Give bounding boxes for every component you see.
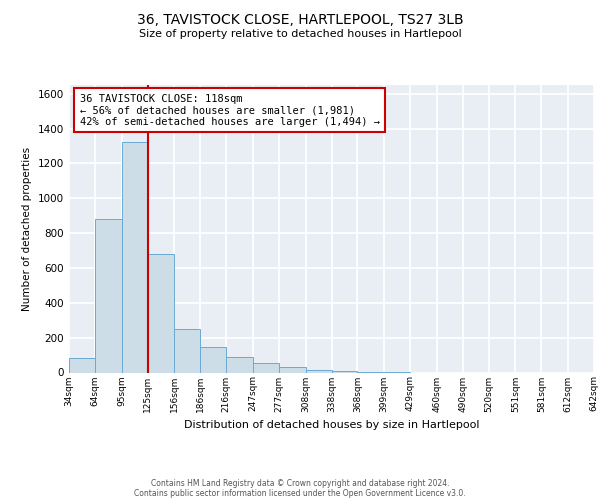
- Bar: [331, 371, 358, 372]
- Text: 36, TAVISTOCK CLOSE, HARTLEPOOL, TS27 3LB: 36, TAVISTOCK CLOSE, HARTLEPOOL, TS27 3L…: [137, 12, 463, 26]
- Bar: [279, 368, 305, 372]
- Text: Contains HM Land Registry data © Crown copyright and database right 2024.: Contains HM Land Registry data © Crown c…: [151, 478, 449, 488]
- Bar: [226, 357, 253, 372]
- Bar: [95, 219, 122, 372]
- Y-axis label: Number of detached properties: Number of detached properties: [22, 146, 32, 311]
- Bar: [69, 358, 95, 372]
- Text: Size of property relative to detached houses in Hartlepool: Size of property relative to detached ho…: [139, 29, 461, 39]
- Bar: [175, 329, 200, 372]
- Text: 36 TAVISTOCK CLOSE: 118sqm
← 56% of detached houses are smaller (1,981)
42% of s: 36 TAVISTOCK CLOSE: 118sqm ← 56% of deta…: [79, 94, 380, 127]
- Bar: [305, 370, 331, 372]
- X-axis label: Distribution of detached houses by size in Hartlepool: Distribution of detached houses by size …: [184, 420, 479, 430]
- Bar: [148, 254, 175, 372]
- Bar: [253, 363, 279, 372]
- Bar: [122, 142, 148, 372]
- Text: Contains public sector information licensed under the Open Government Licence v3: Contains public sector information licen…: [134, 488, 466, 498]
- Bar: [200, 347, 226, 372]
